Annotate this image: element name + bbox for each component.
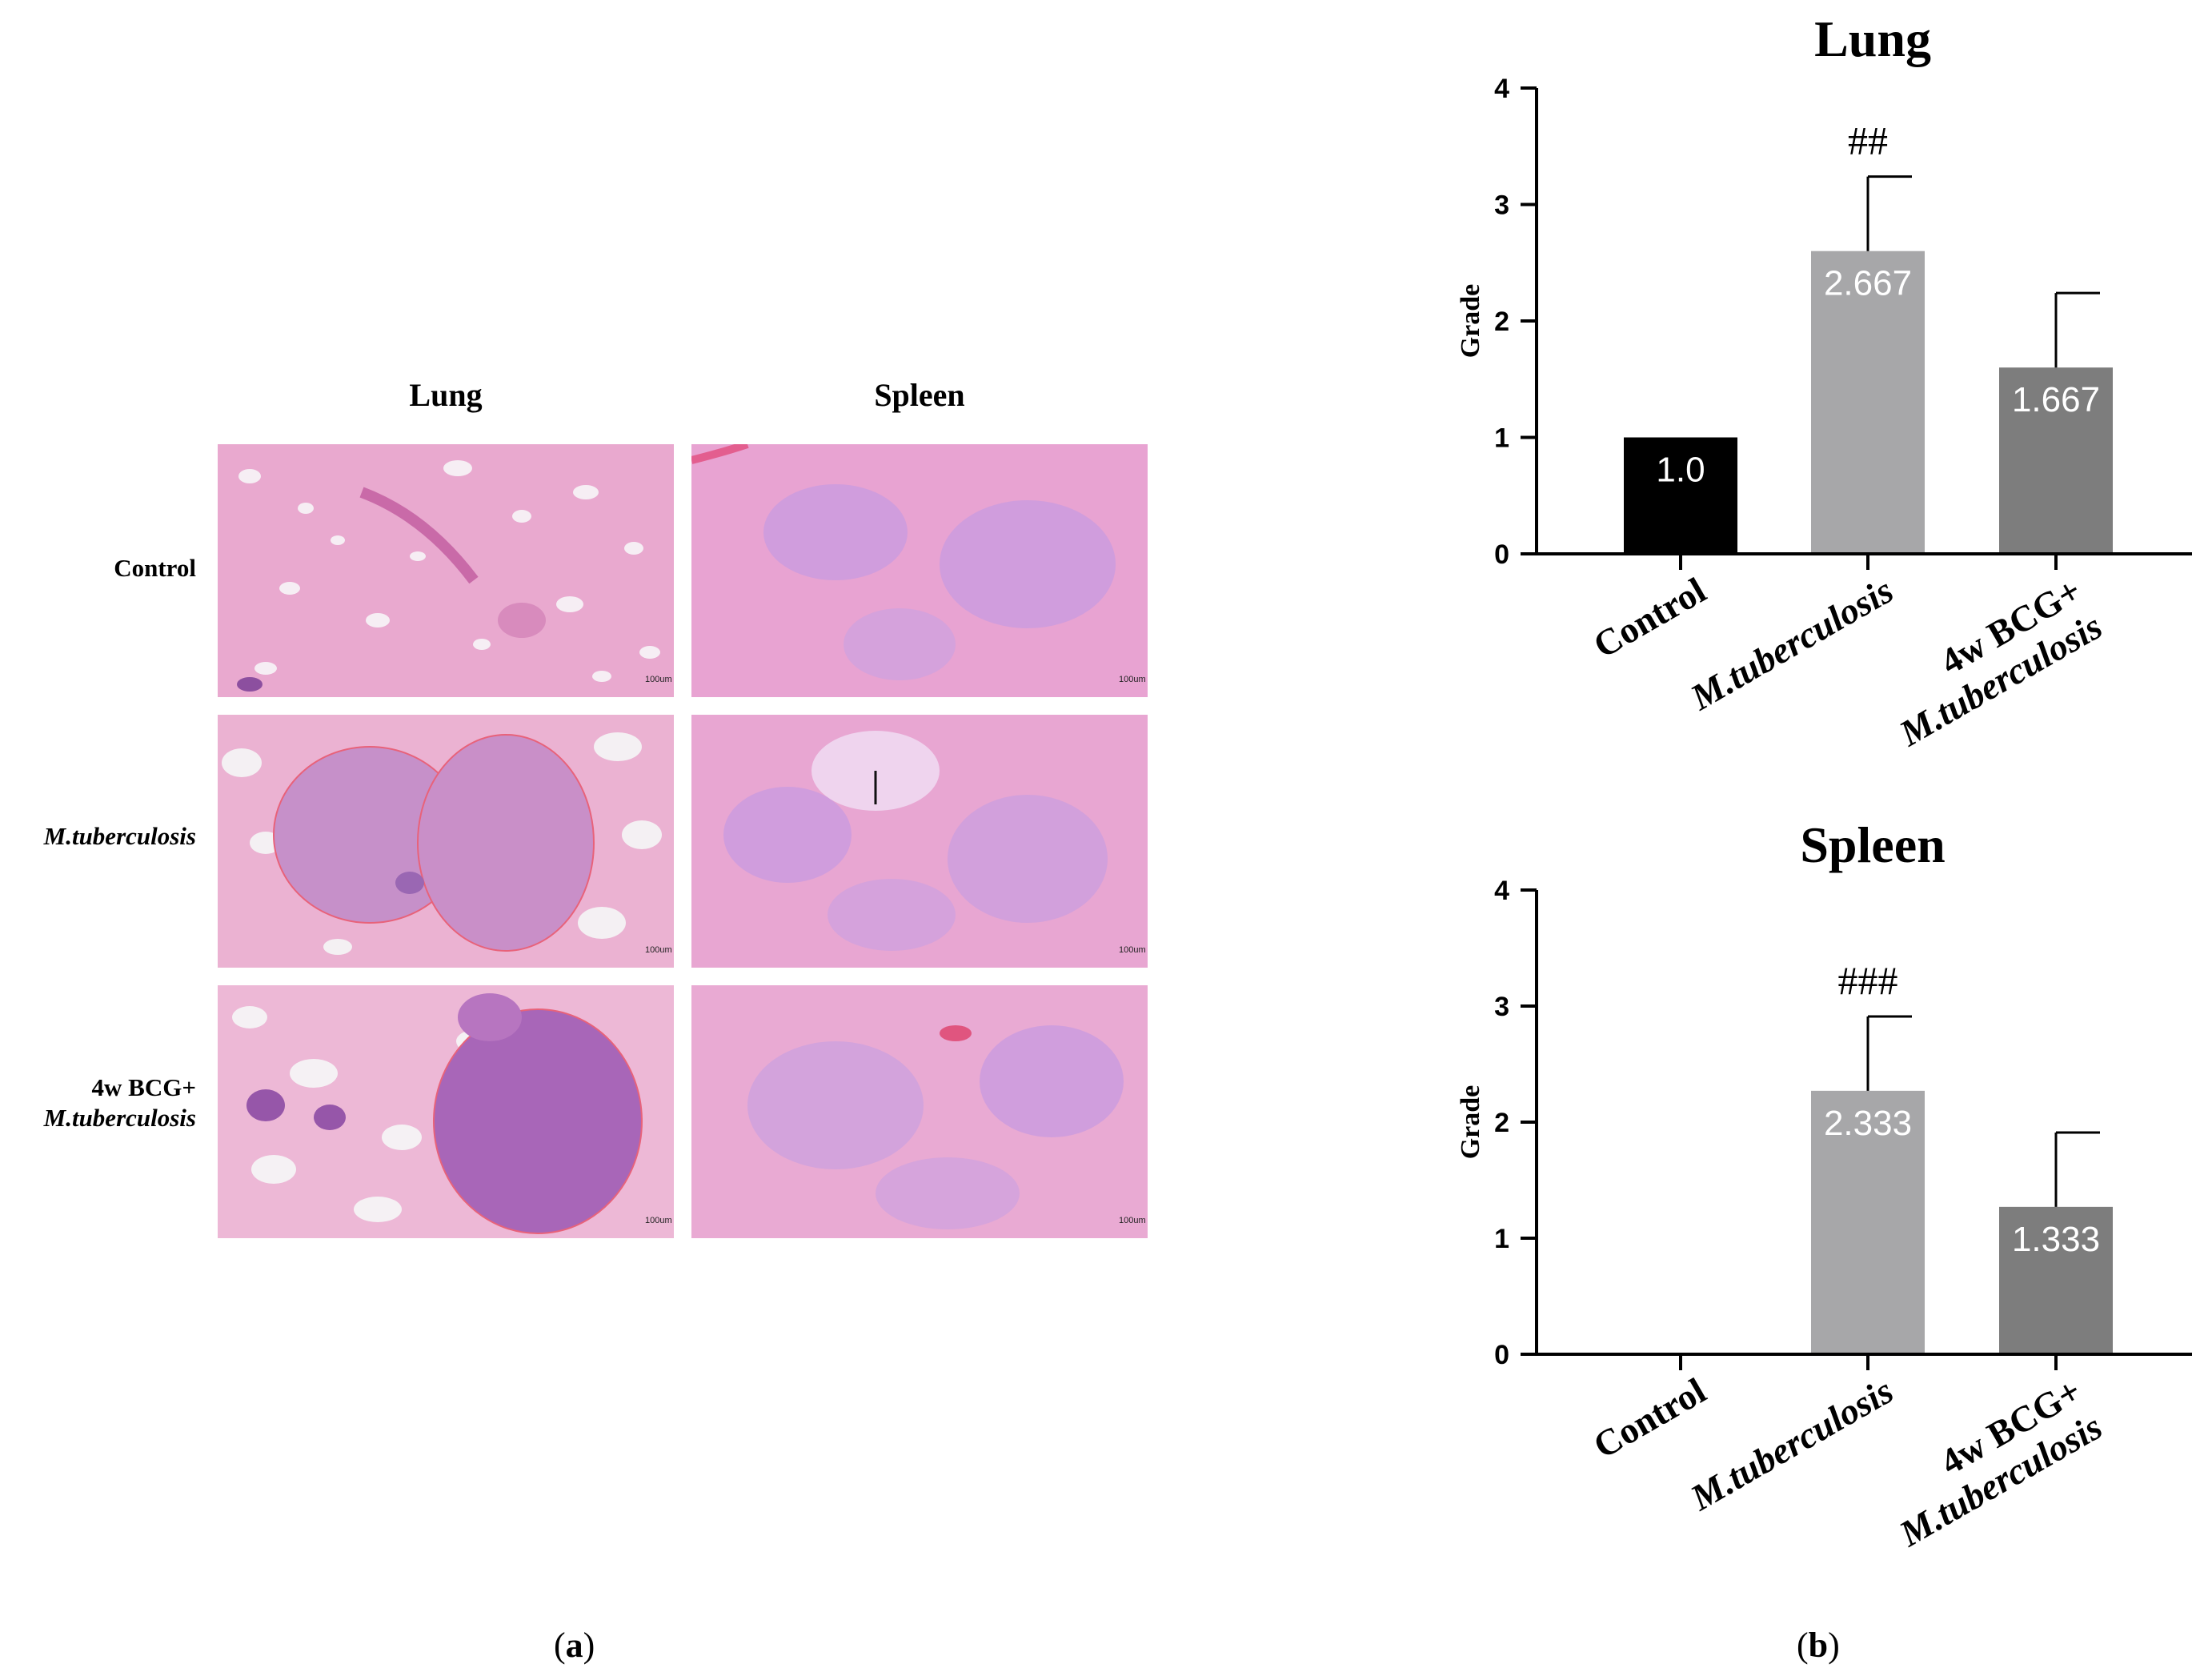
spleen-title: Spleen — [1800, 816, 1945, 873]
lung-bcg-image — [218, 985, 674, 1238]
histology-spleen-control — [691, 444, 1148, 697]
spleen-y-tick-label-0: 0 — [1494, 1340, 1509, 1370]
spleen-y-tick-label-1: 1 — [1494, 1224, 1509, 1254]
lung-title: Lung — [1814, 10, 1931, 67]
row-label-bcg-line2: M.tuberculosis — [43, 1104, 196, 1132]
lung-value-label-2: 1.667 — [2012, 380, 2100, 419]
spleen-x-label-2: 4w BCG+M.tuberculosis — [1871, 1369, 2109, 1554]
lung-x-label-0-line1: Control — [1586, 569, 1713, 665]
histology-lung-bcg — [218, 985, 674, 1238]
row-label-bcg: 4w BCG+ M.tuberculosis — [4, 1073, 196, 1133]
spleen-bar-2 — [1999, 1206, 2113, 1354]
row-label-control: Control — [4, 554, 196, 583]
chart-spleen: Spleen Grade 2.333 ### 1.333 0 1 2 3 4 Control M.tu… — [1425, 800, 2192, 1605]
lung-value-label-0: 1.0 — [1656, 451, 1705, 490]
lung-y-tick-label-0: 0 — [1494, 539, 1509, 570]
spleen-y-axis-label: Grade — [1456, 1085, 1485, 1160]
spleen-bar-1 — [1811, 1090, 1925, 1354]
histology-lung-mtb — [218, 715, 674, 968]
lung-x-label-1: M.tuberculosis — [1683, 569, 1900, 718]
histology-spleen-mtb — [691, 715, 1148, 968]
panel-label-a-text: a — [565, 1626, 583, 1665]
spleen-x-label-1-line1: M.tuberculosis — [1683, 1369, 1900, 1518]
lung-bar-1 — [1811, 251, 1925, 554]
chart-spleen-svg: Spleen Grade 2.333 ### 1.333 0 1 2 3 4 ControlM.tu… — [1456, 816, 2192, 1554]
row-label-control-text: Control — [114, 554, 196, 582]
scale-label-2: 100um — [1119, 675, 1146, 684]
spleen-significance-1: ### — [1838, 958, 1898, 1003]
lung-y-tick-label-3: 3 — [1494, 190, 1509, 221]
lung-value-label-1: 2.667 — [1824, 264, 1912, 303]
spleen-control-image — [691, 444, 1148, 697]
histology-lung-control — [218, 444, 674, 697]
spleen-value-label-2: 1.333 — [2012, 1220, 2100, 1259]
scale-label-1: 100um — [645, 675, 672, 684]
lung-y-tick-label-2: 2 — [1494, 307, 1509, 337]
lung-y-tick-label-4: 4 — [1494, 74, 1509, 104]
column-header-spleen: Spleen — [874, 377, 965, 413]
lung-y-axis-label: Grade — [1456, 284, 1485, 359]
spleen-y-tick-label-4: 4 — [1494, 876, 1509, 906]
row-label-bcg-line1: 4w BCG+ — [91, 1073, 196, 1101]
spleen-mtb-image — [691, 715, 1148, 968]
lung-bar-0 — [1624, 437, 1737, 554]
lung-bar-2 — [1999, 367, 2113, 554]
chart-lung-svg: Lung Grade 1.0 2.667 ## 1.667 0 1 2 3 4 ControlM.tu… — [1456, 10, 2192, 754]
chart-lung: Lung Grade 1.0 2.667 ## 1.667 0 1 2 3 4 Control M.tu… — [1425, 0, 2192, 804]
scale-label-3: 100um — [645, 945, 672, 955]
histology-spleen-bcg — [691, 985, 1148, 1238]
lung-significance-1: ## — [1848, 118, 1888, 163]
scale-label-5: 100um — [645, 1216, 672, 1225]
spleen-value-label-1: 2.333 — [1824, 1104, 1912, 1143]
scale-label-4: 100um — [1119, 945, 1146, 955]
row-label-mtb: M.tuberculosis — [4, 822, 196, 851]
column-header-lung: Lung — [409, 377, 483, 413]
spleen-x-label-0-line1: Control — [1586, 1369, 1713, 1465]
panel-label-b-text: b — [1808, 1626, 1829, 1665]
spleen-y-tick-label-3: 3 — [1494, 992, 1509, 1022]
panel-label-a: (a) — [554, 1626, 595, 1665]
row-label-mtb-text: M.tuberculosis — [43, 822, 196, 850]
lung-x-label-2: 4w BCG+M.tuberculosis — [1871, 569, 2109, 754]
spleen-bcg-image — [691, 985, 1148, 1238]
spleen-x-label-0: Control — [1586, 1369, 1713, 1465]
spleen-x-label-1: M.tuberculosis — [1683, 1369, 1900, 1518]
panel-label-b: (b) — [1797, 1626, 1840, 1665]
spleen-y-tick-label-2: 2 — [1494, 1108, 1509, 1138]
lung-x-label-0: Control — [1586, 569, 1713, 665]
lung-x-label-1-line1: M.tuberculosis — [1683, 569, 1900, 718]
lung-control-image — [218, 444, 674, 697]
lung-y-tick-label-1: 1 — [1494, 423, 1509, 454]
scale-label-6: 100um — [1119, 1216, 1146, 1225]
lung-mtb-image — [218, 715, 674, 968]
